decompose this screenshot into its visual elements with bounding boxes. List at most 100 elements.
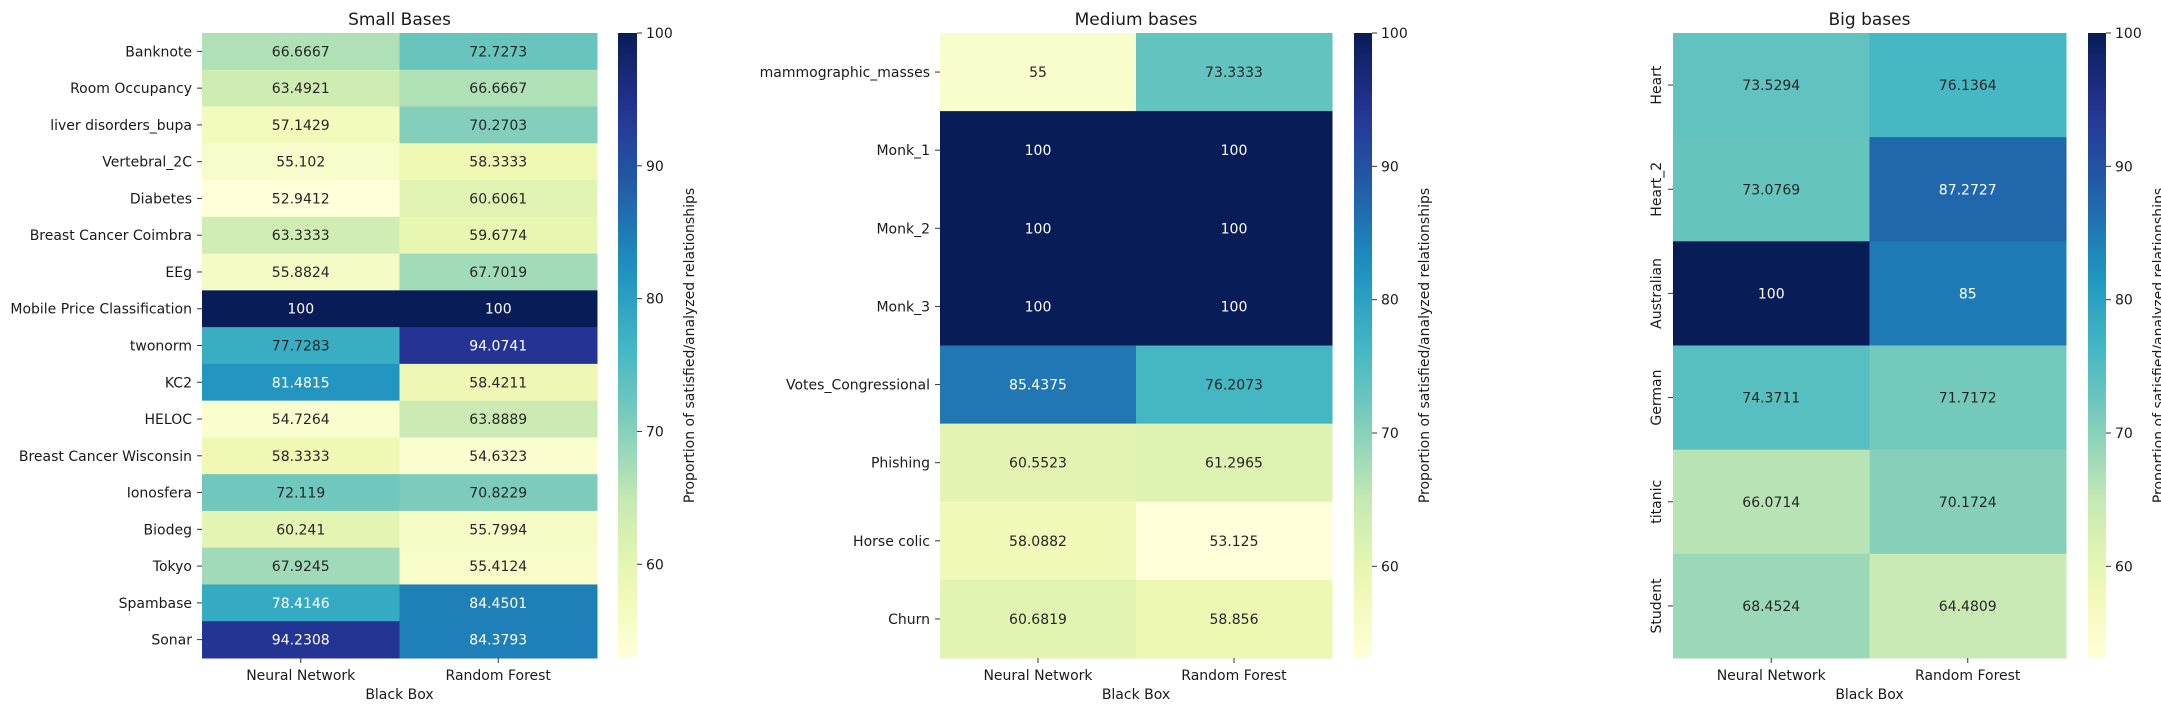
colorbar-tick-label: 70 (2115, 426, 2133, 442)
cell-value-label: 87.2727 (1939, 182, 1997, 198)
colorbar-tick-label: 90 (2115, 159, 2133, 175)
cell-value-label: 60.6819 (1009, 612, 1067, 628)
heatmap-cell (399, 216, 598, 255)
x-tick-label: Neural Network (246, 668, 356, 684)
cell-value-label: 59.6774 (469, 228, 527, 244)
heatmap-cell (1869, 33, 2067, 138)
heatmap-cell (1673, 553, 1870, 659)
heatmap-cell (202, 584, 400, 622)
cell-value-label: 68.4524 (1742, 599, 1800, 615)
x-tick-label: Random Forest (1181, 668, 1287, 684)
heatmap-cell (202, 510, 400, 549)
colorbar-tick-label: 70 (646, 424, 664, 440)
heatmap-cell (399, 474, 598, 512)
panel-title: Medium bases (1075, 10, 1198, 30)
cell-value-label: 58.0882 (1009, 534, 1067, 550)
y-tick-label: Spambase (119, 596, 192, 612)
heatmap-cell (399, 290, 598, 328)
y-tick-label: mammographic_masses (760, 65, 930, 81)
y-tick-label: Ionosfera (127, 486, 192, 502)
heatmap-cell (399, 33, 598, 71)
cell-value-label: 70.8229 (469, 486, 527, 502)
heatmap-cell (1136, 579, 1333, 659)
x-axis-label: Black Box (365, 687, 433, 701)
y-tick-label: titanic (1649, 480, 1665, 524)
colorbar-tick-label: 80 (2115, 293, 2133, 309)
y-tick-label: KC2 (165, 375, 192, 391)
cell-value-label: 100 (1025, 221, 1052, 237)
x-axis-label: Black Box (1102, 687, 1170, 701)
cell-value-label: 94.2308 (272, 633, 330, 649)
heatmap-cell (399, 327, 598, 365)
y-tick-label: Heart (1649, 65, 1665, 104)
heatmap-cell (202, 474, 400, 512)
heatmap-cell (1673, 345, 1870, 451)
y-tick-label: Vertebral_2C (102, 155, 192, 171)
heatmap-panel-3: Big bases 73.5294 76.1364 73.0769 87.2727 100… (1649, 10, 2161, 703)
y-tick-label: Tokyo (152, 559, 192, 575)
heatmap-cell (202, 327, 400, 365)
y-tick-label: Banknote (125, 44, 192, 60)
cell-value-label: 100 (1025, 143, 1052, 159)
cell-value-label: 100 (287, 302, 314, 318)
y-tick-label: Horse colic (853, 534, 930, 550)
heatmap-cell (1136, 345, 1333, 425)
cell-value-label: 66.6667 (272, 44, 330, 60)
heatmap-cell (399, 106, 598, 144)
y-tick-label: Breast Cancer Wisconsin (19, 449, 192, 465)
heatmap-cell (202, 363, 400, 402)
cell-value-label: 85 (1959, 286, 1977, 302)
x-tick-label: Random Forest (446, 668, 552, 684)
heatmap-cell (399, 143, 598, 181)
cell-value-label: 94.0741 (469, 339, 527, 355)
cell-value-label: 73.3333 (1205, 65, 1263, 81)
cell-value-label: 76.1364 (1939, 78, 1997, 94)
x-tick-label: Random Forest (1915, 668, 2021, 684)
heatmap-cell (940, 111, 1137, 190)
cell-value-label: 63.4921 (272, 81, 330, 97)
cell-value-label: 54.7264 (272, 412, 330, 428)
y-tick-label: Sonar (151, 633, 192, 649)
colorbar-label: Proportion of satisfied/analyzed relatio… (682, 188, 698, 503)
colorbar (1354, 33, 1372, 658)
y-tick-label: Heart_2 (1649, 162, 1665, 217)
cell-value-label: 70.1724 (1939, 495, 1997, 511)
colorbar-tick-label: 80 (646, 292, 664, 308)
cell-value-label: 100 (1758, 286, 1785, 302)
heatmap-cell (202, 437, 400, 475)
colorbar-tick-label: 100 (2115, 26, 2142, 42)
cell-value-label: 66.6667 (469, 81, 527, 97)
heatmap-cell (940, 267, 1137, 346)
y-tick-label: Monk_2 (876, 221, 930, 237)
heatmap-cell (202, 290, 400, 328)
heatmap-cell (202, 33, 400, 71)
heatmap-cell (399, 180, 598, 218)
x-tick-label: Neural Network (1717, 668, 1827, 684)
cell-value-label: 55.7994 (469, 522, 527, 538)
panel-title: Big bases (1829, 10, 1911, 30)
cell-value-label: 100 (1025, 299, 1052, 315)
cell-value-label: 100 (1221, 299, 1248, 315)
heatmap-cell (202, 253, 400, 291)
y-tick-label: Monk_1 (876, 143, 930, 159)
cell-value-label: 58.3333 (469, 155, 527, 171)
heatmap-cell (1673, 449, 1870, 555)
cell-value-label: 58.3333 (272, 449, 330, 465)
y-tick-label: Monk_3 (876, 299, 930, 315)
cell-value-label: 55.102 (276, 155, 325, 171)
cell-value-label: 55.8824 (272, 265, 330, 281)
cell-value-label: 60.241 (276, 522, 325, 538)
y-tick-label: EEg (165, 265, 192, 281)
cell-value-label: 52.9412 (272, 191, 330, 207)
cell-value-label: 58.4211 (469, 375, 527, 391)
heatmap-cell (399, 400, 598, 438)
heatmap-cell (1869, 137, 2067, 242)
x-tick-label: Neural Network (983, 668, 1093, 684)
heatmap-cell (202, 69, 400, 108)
cell-value-label: 55.4124 (469, 559, 527, 575)
colorbar-tick-label: 80 (1381, 293, 1399, 309)
y-tick-label: Australian (1649, 258, 1665, 329)
heatmap-cell (1136, 267, 1333, 346)
heatmap-cell (202, 400, 400, 438)
